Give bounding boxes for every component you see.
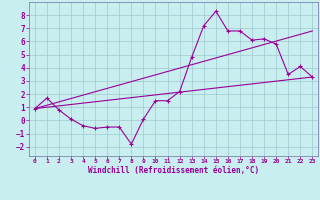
X-axis label: Windchill (Refroidissement éolien,°C): Windchill (Refroidissement éolien,°C) — [88, 166, 259, 175]
